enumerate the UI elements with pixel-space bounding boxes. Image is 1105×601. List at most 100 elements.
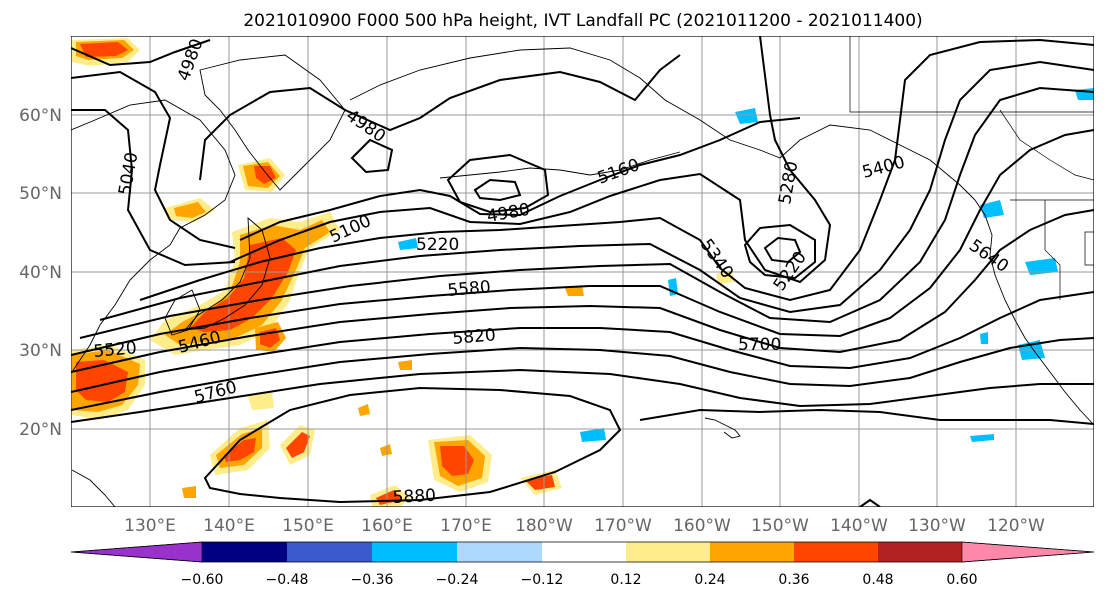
- colorbar-tick-label: 0.24: [694, 572, 725, 588]
- ivt-negative-region: [735, 108, 758, 124]
- lon-label: 150°E: [282, 516, 334, 536]
- height-contour: [71, 368, 1094, 423]
- ivt-negative-region: [970, 434, 994, 442]
- height-contour: [639, 408, 1094, 425]
- lat-label: 60°N: [19, 106, 62, 126]
- height-contour: [763, 236, 802, 264]
- alaska-coastline: [349, 47, 976, 201]
- japan-coastline: [183, 216, 271, 331]
- colorbar-segment: [542, 542, 626, 562]
- lat-label: 30°N: [19, 341, 62, 361]
- colorbar-tick-label: −0.48: [266, 572, 309, 588]
- height-contour: [71, 109, 236, 267]
- height-contour: [199, 54, 681, 181]
- lat-label: 50°N: [19, 184, 62, 204]
- colorbar: −0.60 −0.48 −0.36 −0.24 −0.12 0.12 0.24 …: [70, 541, 1095, 588]
- ivt-positive-region: [286, 432, 310, 458]
- lon-label: 130°W: [908, 516, 966, 536]
- country-border: [999, 109, 1094, 181]
- ivt-negative-region: [1075, 88, 1094, 100]
- lon-label: 170°W: [594, 516, 652, 536]
- ivt-positive-region: [716, 270, 734, 284]
- height-contours: [71, 36, 1094, 507]
- height-contour: [71, 70, 236, 249]
- ivt-negative-region: [580, 428, 606, 442]
- lon-label: 160°E: [361, 516, 413, 536]
- lat-label: 40°N: [19, 263, 62, 283]
- colorbar-tick-label: −0.36: [351, 572, 394, 588]
- colorbar-segment: [372, 542, 457, 562]
- height-contour: [71, 209, 1094, 373]
- colorbar-segment: [202, 542, 287, 562]
- height-contour: [859, 498, 881, 507]
- north-america-west-coast: [974, 199, 1094, 426]
- lon-label: 120°W: [987, 516, 1045, 536]
- height-contour: [446, 153, 550, 214]
- height-contour: [239, 117, 801, 241]
- lon-label: 150°W: [751, 516, 809, 536]
- lon-label: 180°W: [515, 516, 573, 536]
- contour-label: 5700: [738, 335, 781, 355]
- colorbar-tick-label: 0.12: [610, 572, 641, 588]
- longitude-labels: 130°E 140°E 150°E 160°E 170°E 180°W 170°…: [124, 516, 1045, 536]
- lon-label: 160°W: [673, 516, 731, 536]
- ivt-negative-region: [398, 238, 418, 250]
- contour-label: 5220: [416, 235, 459, 255]
- colorbar-segment: [794, 542, 878, 562]
- colorbar-tick-label: 0.36: [778, 572, 809, 588]
- country-border: [849, 36, 1094, 113]
- ivt-positive-region: [224, 438, 256, 462]
- aleutian-islands: [439, 151, 681, 179]
- lon-label: 170°E: [440, 516, 492, 536]
- colorbar-extend-low: [70, 541, 203, 563]
- hawaii-islands: [704, 417, 741, 439]
- kamchatka-coastline: [199, 54, 346, 191]
- colorbar-segment: [626, 542, 710, 562]
- height-contour: [79, 86, 1094, 339]
- height-contour: [203, 386, 622, 504]
- ivt-negative-region: [1025, 258, 1058, 275]
- colorbar-tick-label: 0.60: [946, 572, 977, 588]
- figure-title: 2021010900 F000 500 hPa height, IVT Land…: [243, 11, 922, 31]
- colorbar-tick-label: −0.12: [521, 572, 564, 588]
- height-contour: [743, 223, 816, 280]
- ivt-positive-region: [76, 360, 128, 402]
- colorbar-segment: [457, 542, 542, 562]
- lon-label: 140°E: [203, 516, 255, 536]
- colorbar-tick-label: 0.48: [862, 572, 893, 588]
- graticule: [71, 36, 1094, 507]
- contour-label: 5520: [93, 338, 138, 362]
- lon-label: 140°W: [830, 516, 888, 536]
- colorbar-segment: [878, 542, 962, 562]
- height-contour: [71, 337, 1094, 411]
- ivt-negative-region: [980, 332, 988, 344]
- height-contour: [229, 36, 832, 284]
- lon-label: 130°E: [124, 516, 176, 536]
- height-contour: [71, 39, 211, 67]
- height-contour: [71, 291, 1094, 393]
- country-border: [1084, 231, 1094, 266]
- ivt-positive-region: [182, 486, 196, 498]
- contour-label: 5580: [447, 277, 492, 301]
- height-contour: [350, 138, 394, 174]
- coastlines: [71, 36, 1094, 507]
- colorbar-extend-high: [961, 541, 1095, 563]
- colorbar-segment: [287, 542, 372, 562]
- map-panel: 4980 4980 4980 5040 5100 5160 5220 5220 …: [71, 36, 1094, 508]
- colorbar-segment: [710, 542, 794, 562]
- ivt-positive-region: [380, 444, 392, 456]
- ivt-positive-region: [80, 42, 128, 57]
- philippines-coastline: [71, 469, 116, 507]
- colorbar-tick-label: −0.60: [181, 572, 224, 588]
- ivt-positive-region: [254, 166, 276, 184]
- ivt-negative-region: [980, 200, 1004, 218]
- height-contour: [139, 38, 1094, 302]
- contour-label: 5820: [452, 325, 497, 349]
- height-contour: [99, 60, 1094, 321]
- colorbar-tick-label: −0.24: [436, 572, 479, 588]
- ivt-positive-region: [398, 360, 412, 370]
- ivt-positive-region: [248, 392, 274, 410]
- contour-label: 5880: [392, 486, 436, 508]
- lat-label: 20°N: [19, 420, 62, 440]
